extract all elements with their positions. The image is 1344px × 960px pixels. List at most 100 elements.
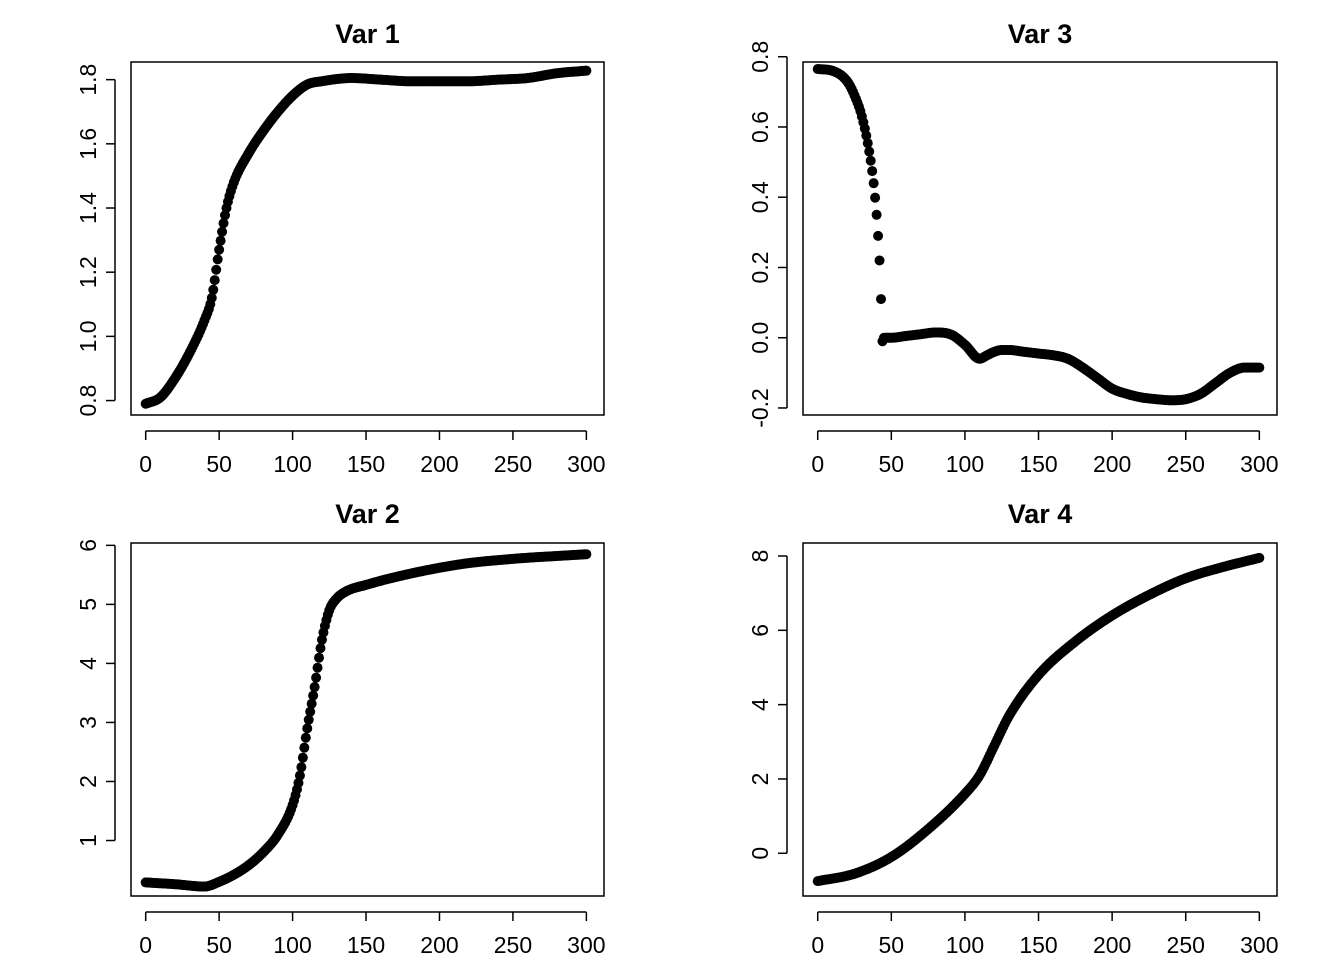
panel-title: Var 4 bbox=[1008, 499, 1073, 529]
data-points bbox=[140, 549, 592, 892]
data-point bbox=[581, 549, 592, 560]
y-tick-label: 0.8 bbox=[75, 385, 101, 417]
data-point bbox=[212, 254, 223, 265]
y-tick-label: 2 bbox=[747, 773, 773, 786]
data-point bbox=[871, 209, 882, 220]
y-tick-label: 0.0 bbox=[747, 322, 773, 354]
x-tick-label: 300 bbox=[567, 451, 605, 477]
panel-title: Var 3 bbox=[1008, 19, 1073, 49]
data-point bbox=[870, 192, 881, 203]
data-point bbox=[309, 682, 320, 693]
panel-var-1: Var 1 0 50 100 150 200 250 300 0.8 1.0 1.2 1.4 1.6 1.… bbox=[75, 19, 606, 477]
panel-var-2: Var 2 0 50 100 150 200 250 300 1 2 3 4 5 6 bbox=[75, 499, 606, 958]
data-point bbox=[305, 706, 316, 717]
panel-title: Var 1 bbox=[335, 19, 400, 49]
y-tick-label: 5 bbox=[75, 598, 101, 611]
data-point bbox=[314, 652, 325, 663]
x-tick-label: 300 bbox=[567, 932, 605, 958]
y-tick-label: 0.6 bbox=[747, 111, 773, 143]
y-tick-label: 0.4 bbox=[747, 181, 773, 213]
y-tick-label: 1.2 bbox=[75, 256, 101, 288]
y-tick-label: 6 bbox=[75, 539, 101, 552]
x-tick-label: 100 bbox=[273, 932, 311, 958]
x-tick-label: 150 bbox=[347, 451, 385, 477]
data-point bbox=[209, 275, 220, 286]
x-tick-label: 250 bbox=[1167, 932, 1205, 958]
x-tick-label: 300 bbox=[1240, 932, 1278, 958]
data-point bbox=[874, 255, 885, 266]
data-point bbox=[308, 690, 319, 701]
data-points bbox=[812, 64, 1265, 406]
data-points bbox=[812, 552, 1265, 887]
y-tick-label: 1.8 bbox=[75, 64, 101, 96]
data-point bbox=[215, 235, 226, 246]
data-point bbox=[296, 762, 307, 773]
data-point bbox=[294, 770, 305, 781]
data-point bbox=[581, 65, 592, 76]
plot-frame bbox=[802, 542, 1278, 897]
x-tick-label: 250 bbox=[1167, 451, 1205, 477]
data-point bbox=[876, 294, 887, 305]
x-tick-label: 50 bbox=[206, 932, 232, 958]
data-point bbox=[211, 264, 222, 275]
y-tick-label: 2 bbox=[75, 775, 101, 788]
x-tick-label: 150 bbox=[347, 932, 385, 958]
plot-frame bbox=[802, 61, 1278, 416]
y-tick-label: 8 bbox=[747, 550, 773, 563]
data-point bbox=[868, 178, 879, 189]
data-point bbox=[315, 643, 326, 654]
data-point bbox=[306, 698, 317, 709]
data-point bbox=[208, 284, 219, 295]
y-tick-label: 3 bbox=[75, 716, 101, 729]
y-tick-label: 1 bbox=[75, 834, 101, 847]
data-point bbox=[867, 166, 878, 177]
data-point bbox=[206, 292, 217, 303]
y-tick-label: 4 bbox=[747, 698, 773, 711]
data-point bbox=[312, 662, 323, 673]
y-tick-label: 1.6 bbox=[75, 128, 101, 160]
x-tick-label: 200 bbox=[1093, 451, 1131, 477]
panel-var-3: Var 3 0 50 100 150 200 250 300 -0.2 0.0 0.2 0.4 0.6 0… bbox=[747, 19, 1279, 477]
data-point bbox=[864, 146, 875, 157]
x-tick-label: 200 bbox=[420, 932, 458, 958]
x-tick-label: 0 bbox=[139, 451, 152, 477]
data-point bbox=[300, 732, 311, 743]
x-tick-label: 200 bbox=[420, 451, 458, 477]
data-point bbox=[1254, 552, 1265, 563]
x-tick-label: 100 bbox=[273, 451, 311, 477]
panel-var-4: Var 4 0 50 100 150 200 250 300 0 2 4 6 8 bbox=[747, 499, 1279, 958]
data-points bbox=[140, 65, 592, 409]
data-point bbox=[214, 244, 225, 255]
x-tick-label: 100 bbox=[946, 932, 984, 958]
x-tick-label: 150 bbox=[1019, 451, 1057, 477]
x-tick-label: 50 bbox=[879, 451, 905, 477]
x-tick-label: 100 bbox=[946, 451, 984, 477]
data-point bbox=[1254, 362, 1265, 373]
x-tick-label: 0 bbox=[139, 932, 152, 958]
y-tick-label: -0.2 bbox=[747, 388, 773, 428]
x-tick-label: 250 bbox=[494, 932, 532, 958]
data-point bbox=[303, 714, 314, 725]
x-tick-label: 250 bbox=[494, 451, 532, 477]
plot-frame bbox=[130, 61, 605, 416]
data-point bbox=[861, 130, 872, 141]
plot-frame bbox=[130, 542, 605, 897]
data-point bbox=[299, 742, 310, 753]
panel-title: Var 2 bbox=[335, 499, 400, 529]
data-point bbox=[217, 226, 228, 237]
x-tick-label: 300 bbox=[1240, 451, 1278, 477]
data-point bbox=[218, 218, 229, 229]
data-point bbox=[311, 672, 322, 683]
x-tick-label: 50 bbox=[879, 932, 905, 958]
y-tick-label: 1.4 bbox=[75, 192, 101, 224]
x-tick-label: 150 bbox=[1019, 932, 1057, 958]
data-point bbox=[862, 138, 873, 149]
data-point bbox=[302, 723, 313, 734]
y-tick-label: 6 bbox=[747, 624, 773, 637]
y-tick-label: 0.2 bbox=[747, 251, 773, 283]
x-tick-label: 0 bbox=[811, 451, 824, 477]
x-tick-label: 200 bbox=[1093, 932, 1131, 958]
data-point bbox=[297, 752, 308, 763]
data-point bbox=[865, 155, 876, 166]
